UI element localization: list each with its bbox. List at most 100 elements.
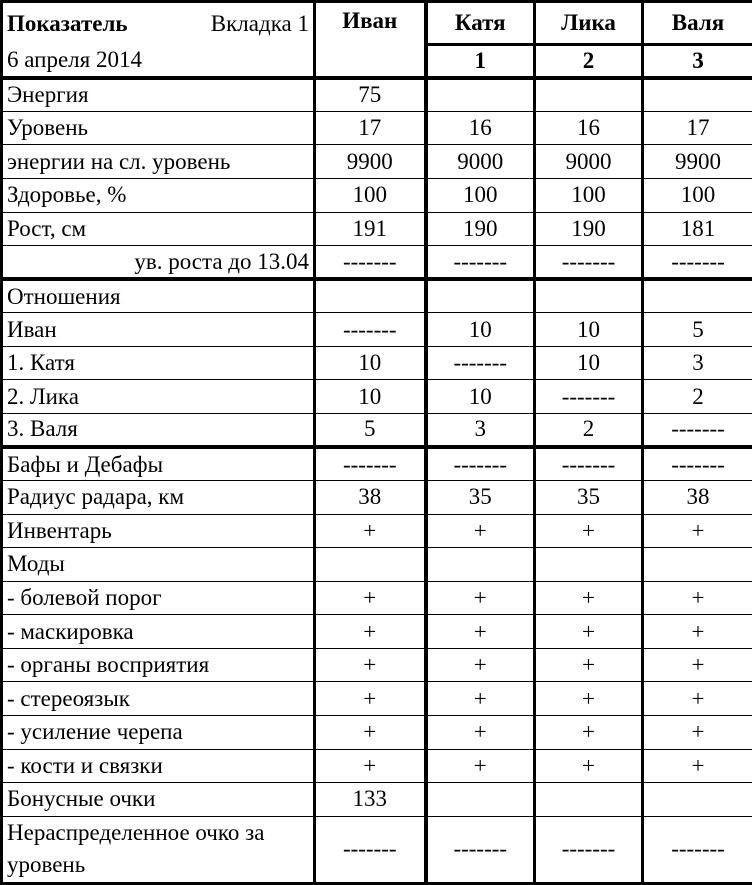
value-cell-lika: 16 xyxy=(533,110,644,146)
value-cell-lika: ------- xyxy=(533,444,644,482)
table-row: - органы восприятия + + + + xyxy=(0,647,752,683)
column-header-valya: Валя xyxy=(641,0,752,46)
value-cell-ivan: ------- xyxy=(313,444,428,482)
value-cell-katya: + xyxy=(424,714,536,750)
value-cell-katya: ------- xyxy=(424,245,536,280)
value-cell-katya: ------- xyxy=(424,345,536,381)
table-row: 3. Валя 5 3 2 ------- xyxy=(0,412,752,448)
value-cell-valya: + xyxy=(641,513,752,549)
value-cell-ivan: + xyxy=(313,714,428,750)
value-cell-ivan: 100 xyxy=(313,177,428,213)
value-cell-ivan: ------- xyxy=(313,245,428,280)
value-cell-valya xyxy=(641,75,752,112)
column-header-lika: Лика xyxy=(533,0,644,46)
value-cell-ivan: ------- xyxy=(313,312,428,347)
value-cell-ivan: + xyxy=(313,748,428,784)
table-row: Рост, см 191 190 190 181 xyxy=(0,211,752,247)
row-label: - маскировка xyxy=(0,614,316,649)
table-row: Радиус радара, км 38 35 35 38 xyxy=(0,480,752,515)
value-cell-katya: 35 xyxy=(424,480,536,515)
value-cell-ivan: 10 xyxy=(313,379,428,414)
table-row: Нераспределенное очко за уровень ------- -… xyxy=(0,815,752,885)
value-cell-valya: 2 xyxy=(641,379,752,414)
header-date: 6 апреля 2014 xyxy=(0,44,316,79)
value-cell-lika xyxy=(533,547,644,582)
table-row: 1. Катя 10 ------- 10 3 xyxy=(0,345,752,381)
value-cell-ivan: 133 xyxy=(313,782,428,817)
value-cell-lika: + xyxy=(533,647,644,683)
value-cell-katya: 100 xyxy=(424,177,536,213)
value-cell-ivan: + xyxy=(313,647,428,683)
value-cell-katya: 10 xyxy=(424,312,536,347)
value-cell-katya xyxy=(424,547,536,582)
value-cell-lika: 100 xyxy=(533,177,644,213)
value-cell-valya: + xyxy=(641,580,752,616)
value-cell-valya: + xyxy=(641,681,752,716)
value-cell-katya: 9000 xyxy=(424,144,536,179)
header-row-names: Показатель Вкладка 1 Иван Катя Лика Валя xyxy=(0,0,752,79)
value-cell-valya: 38 xyxy=(641,480,752,515)
value-cell-valya: 3 xyxy=(641,345,752,381)
row-label: 1. Катя xyxy=(0,345,316,381)
value-cell-lika: + xyxy=(533,714,644,750)
column-header-ivan: Иван xyxy=(313,0,428,79)
row-label: - усиление черепа xyxy=(0,714,316,750)
value-cell-lika xyxy=(533,277,644,314)
table-row: Бафы и Дебафы ------- ------- ------- ------… xyxy=(0,444,752,482)
value-cell-lika: ------- xyxy=(533,245,644,280)
value-cell-ivan: + xyxy=(313,681,428,716)
row-label: 2. Лика xyxy=(0,379,316,414)
value-cell-lika: + xyxy=(533,748,644,784)
value-cell-lika: + xyxy=(533,513,644,549)
value-cell-valya: 5 xyxy=(641,312,752,347)
table-row: Бонусные очки 133 xyxy=(0,782,752,817)
value-cell-valya: 17 xyxy=(641,110,752,146)
value-cell-lika: + xyxy=(533,580,644,616)
table-row: - болевой порог + + + + xyxy=(0,580,752,616)
value-cell-lika: ------- xyxy=(533,815,644,885)
value-cell-valya: ------- xyxy=(641,815,752,885)
value-cell-ivan xyxy=(313,547,428,582)
value-cell-ivan: + xyxy=(313,580,428,616)
value-cell-ivan: 75 xyxy=(313,75,428,112)
row-label: Бонусные очки xyxy=(0,782,316,817)
value-cell-katya: + xyxy=(424,580,536,616)
table-row: Энергия 75 xyxy=(0,75,752,112)
value-cell-lika: 9000 xyxy=(533,144,644,179)
value-cell-ivan xyxy=(313,277,428,314)
value-cell-lika: 10 xyxy=(533,312,644,347)
value-cell-ivan: 9900 xyxy=(313,144,428,179)
column-number-katya: 1 xyxy=(424,43,536,79)
row-label: - кости и связки xyxy=(0,748,316,784)
value-cell-ivan: + xyxy=(313,513,428,549)
value-cell-lika xyxy=(533,782,644,817)
row-label: - болевой порог xyxy=(0,580,316,616)
value-cell-lika: 10 xyxy=(533,345,644,381)
row-label: Бафы и Дебафы xyxy=(0,444,316,482)
header-title: Показатель xyxy=(7,10,128,36)
table-row: Иван ------- 10 10 5 xyxy=(0,312,752,347)
value-cell-valya: + xyxy=(641,647,752,683)
row-label: - стереоязык xyxy=(0,681,316,716)
value-cell-valya xyxy=(641,547,752,582)
value-cell-ivan: 5 xyxy=(313,412,428,448)
value-cell-katya: 3 xyxy=(424,412,536,448)
value-cell-katya: + xyxy=(424,513,536,549)
row-label: Иван xyxy=(0,312,316,347)
row-label: Инвентарь xyxy=(0,513,316,549)
column-number-lika: 2 xyxy=(533,43,644,79)
value-cell-lika xyxy=(533,75,644,112)
value-cell-katya xyxy=(424,75,536,112)
value-cell-katya: ------- xyxy=(424,815,536,885)
row-label: Моды xyxy=(0,547,316,582)
value-cell-katya: + xyxy=(424,681,536,716)
table-row: Моды xyxy=(0,547,752,582)
value-cell-lika: + xyxy=(533,614,644,649)
table-row: Здоровье, % 100 100 100 100 xyxy=(0,177,752,213)
value-cell-katya: + xyxy=(424,748,536,784)
value-cell-valya xyxy=(641,782,752,817)
value-cell-katya xyxy=(424,782,536,817)
row-label: Отношения xyxy=(0,277,316,314)
table-row: 2. Лика 10 10 ------- 2 xyxy=(0,379,752,414)
